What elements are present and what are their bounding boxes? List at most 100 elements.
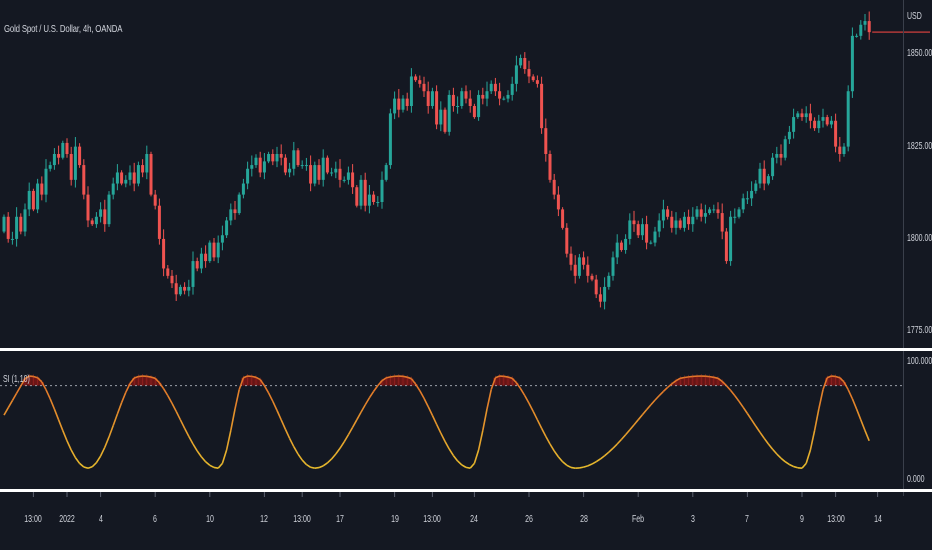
oscillator-segment <box>431 415 438 425</box>
candle <box>712 209 716 211</box>
candle <box>624 238 628 250</box>
oscillator-segment <box>486 389 492 410</box>
oscillator-segment <box>540 427 547 437</box>
candle <box>275 154 279 162</box>
candle <box>460 91 464 106</box>
candle <box>279 154 283 158</box>
oscillator-segment <box>789 463 794 468</box>
candle <box>36 183 40 210</box>
oscillator-segment <box>734 395 740 402</box>
oscillator-segment <box>196 450 203 458</box>
candle <box>464 91 468 99</box>
oscillator-segment <box>322 462 328 467</box>
oscillator-segment <box>280 419 287 430</box>
oscillator-segment <box>536 419 543 429</box>
candle <box>615 242 619 258</box>
candle <box>640 224 644 236</box>
candle <box>187 286 191 291</box>
candle <box>57 154 61 158</box>
indicator-pane[interactable] <box>0 374 903 469</box>
candle <box>783 139 787 158</box>
candle <box>149 154 153 195</box>
candle <box>456 106 460 107</box>
candle <box>401 98 405 110</box>
candle <box>670 216 674 228</box>
candle <box>90 220 94 225</box>
oscillator-segment <box>91 462 97 468</box>
oscillator-segment <box>125 383 131 393</box>
time-axis-label: Feb <box>632 514 645 525</box>
oscillator-segment <box>386 376 391 379</box>
pane-separator[interactable] <box>0 348 932 351</box>
candle <box>267 154 271 162</box>
time-axis-label: 14 <box>873 514 882 525</box>
oscillator-segment <box>624 429 631 436</box>
oscillator-segment <box>469 462 476 469</box>
oscillator-segment <box>406 376 412 380</box>
oscillator-segment <box>183 427 190 437</box>
candle <box>111 183 115 195</box>
candle <box>61 142 65 158</box>
candle <box>128 172 132 180</box>
oscillator-segment <box>813 408 820 431</box>
candle <box>241 183 245 195</box>
oscillator-segment <box>238 377 245 390</box>
candle <box>682 216 686 228</box>
oscillator-segment <box>33 375 38 379</box>
oscillator-segment <box>326 458 333 464</box>
candle <box>321 157 325 180</box>
candle <box>745 198 749 200</box>
oscillator-segment <box>633 419 639 426</box>
candle <box>779 154 783 158</box>
candle <box>582 257 586 265</box>
oscillator-segment <box>213 466 219 469</box>
oscillator-segment <box>503 375 509 378</box>
candle <box>317 165 321 180</box>
candle <box>405 98 409 106</box>
oscillator-segment <box>87 466 93 469</box>
price-pane[interactable] <box>2 11 931 310</box>
oscillator-segment <box>784 461 790 466</box>
time-axis-label: 12 <box>260 514 269 525</box>
oscillator-segment <box>793 465 799 469</box>
oscillator-segment <box>801 462 807 469</box>
oscillator-segment <box>809 430 816 451</box>
candle <box>447 94 451 132</box>
candle <box>645 224 649 243</box>
candle <box>216 242 220 258</box>
candle <box>703 213 707 217</box>
candle <box>750 190 754 199</box>
oscillator-segment <box>53 408 60 421</box>
candle <box>409 76 413 106</box>
oscillator-segment <box>776 453 782 459</box>
candle <box>548 154 552 180</box>
oscillator-segment <box>108 425 114 438</box>
candle <box>430 91 434 106</box>
candle <box>687 216 691 225</box>
candle <box>435 91 439 125</box>
time-axis-label: 13:00 <box>293 514 311 525</box>
candle <box>754 183 758 191</box>
oscillator-segment <box>532 411 539 421</box>
candle <box>422 83 426 92</box>
candle <box>636 224 640 236</box>
price-axis-label: 1800.000 <box>907 232 932 244</box>
candle <box>414 76 418 81</box>
oscillator-segment <box>243 375 248 379</box>
oscillator-segment <box>557 456 564 463</box>
candle <box>141 165 145 173</box>
candle <box>65 142 69 154</box>
candle <box>829 120 833 125</box>
candle <box>296 150 300 166</box>
candle <box>220 235 224 243</box>
price-axis-label: 1775.000 <box>907 325 932 337</box>
oscillator-segment <box>259 379 266 387</box>
candle <box>842 146 846 154</box>
candle <box>741 198 745 210</box>
candle <box>569 253 573 265</box>
oscillator-segment <box>225 430 232 451</box>
oscillator-segment <box>414 383 421 392</box>
oscillator-segment <box>351 419 358 428</box>
oscillator-segment <box>725 385 732 391</box>
